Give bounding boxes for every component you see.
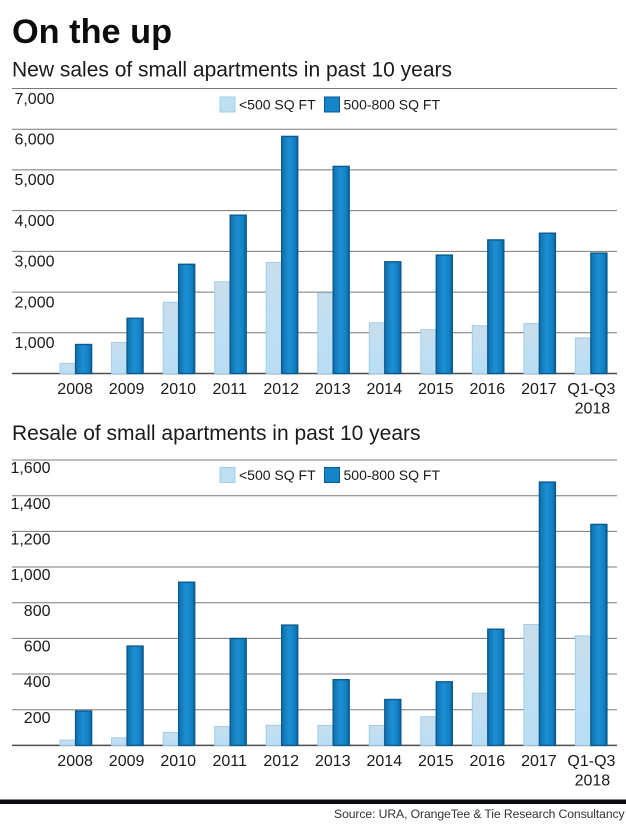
svg-text:4,000: 4,000	[14, 213, 54, 230]
svg-text:2012: 2012	[263, 381, 299, 398]
svg-text:1,600: 1,600	[10, 460, 50, 477]
svg-text:2013: 2013	[315, 381, 351, 398]
svg-text:2011: 2011	[212, 381, 247, 398]
svg-text:2015: 2015	[418, 381, 454, 398]
svg-text:2012: 2012	[263, 753, 299, 770]
svg-text:2009: 2009	[109, 381, 145, 398]
svg-text:2011: 2011	[212, 753, 247, 770]
svg-text:500-800 SQ FT: 500-800 SQ FT	[344, 467, 441, 483]
svg-text:1,000: 1,000	[10, 567, 50, 584]
svg-text:5,000: 5,000	[14, 172, 54, 189]
svg-text:2017: 2017	[521, 753, 557, 770]
svg-text:Source: URA, OrangeTee & Tie R: Source: URA, OrangeTee & Tie Research Co…	[334, 807, 625, 821]
svg-text:500-800 SQ FT: 500-800 SQ FT	[344, 97, 441, 113]
svg-text:Q1-Q3: Q1-Q3	[567, 753, 615, 770]
svg-text:2008: 2008	[57, 381, 93, 398]
svg-text:2013: 2013	[315, 753, 351, 770]
svg-text:Q1-Q3: Q1-Q3	[567, 381, 615, 398]
svg-text:800: 800	[24, 603, 51, 620]
svg-text:2016: 2016	[470, 381, 506, 398]
svg-text:2010: 2010	[160, 753, 196, 770]
svg-text:7,000: 7,000	[14, 91, 54, 108]
svg-text:2018: 2018	[575, 401, 611, 418]
svg-text:<500 SQ FT: <500 SQ FT	[239, 97, 316, 113]
svg-text:1,400: 1,400	[10, 496, 50, 513]
svg-text:3,000: 3,000	[14, 254, 54, 271]
svg-text:600: 600	[24, 639, 51, 656]
svg-text:On the up: On the up	[12, 13, 172, 51]
svg-text:1,000: 1,000	[14, 335, 54, 352]
svg-text:1,200: 1,200	[10, 532, 50, 549]
svg-text:2009: 2009	[109, 753, 145, 770]
svg-text:2008: 2008	[57, 753, 93, 770]
svg-text:2018: 2018	[575, 772, 611, 789]
svg-text:2010: 2010	[160, 381, 196, 398]
svg-text:2016: 2016	[470, 753, 506, 770]
svg-text:Resale of small apartments in: Resale of small apartments in past 10 ye…	[12, 422, 421, 445]
svg-text:New sales of small apartments: New sales of small apartments in past 10…	[12, 59, 452, 82]
svg-text:2,000: 2,000	[14, 294, 54, 311]
svg-text:200: 200	[24, 710, 51, 727]
svg-text:400: 400	[24, 674, 51, 691]
svg-text:<500 SQ FT: <500 SQ FT	[239, 467, 316, 483]
svg-text:6,000: 6,000	[14, 132, 54, 149]
svg-text:2014: 2014	[367, 753, 403, 770]
svg-text:2015: 2015	[418, 753, 454, 770]
svg-text:2017: 2017	[521, 381, 557, 398]
svg-text:2014: 2014	[367, 381, 403, 398]
